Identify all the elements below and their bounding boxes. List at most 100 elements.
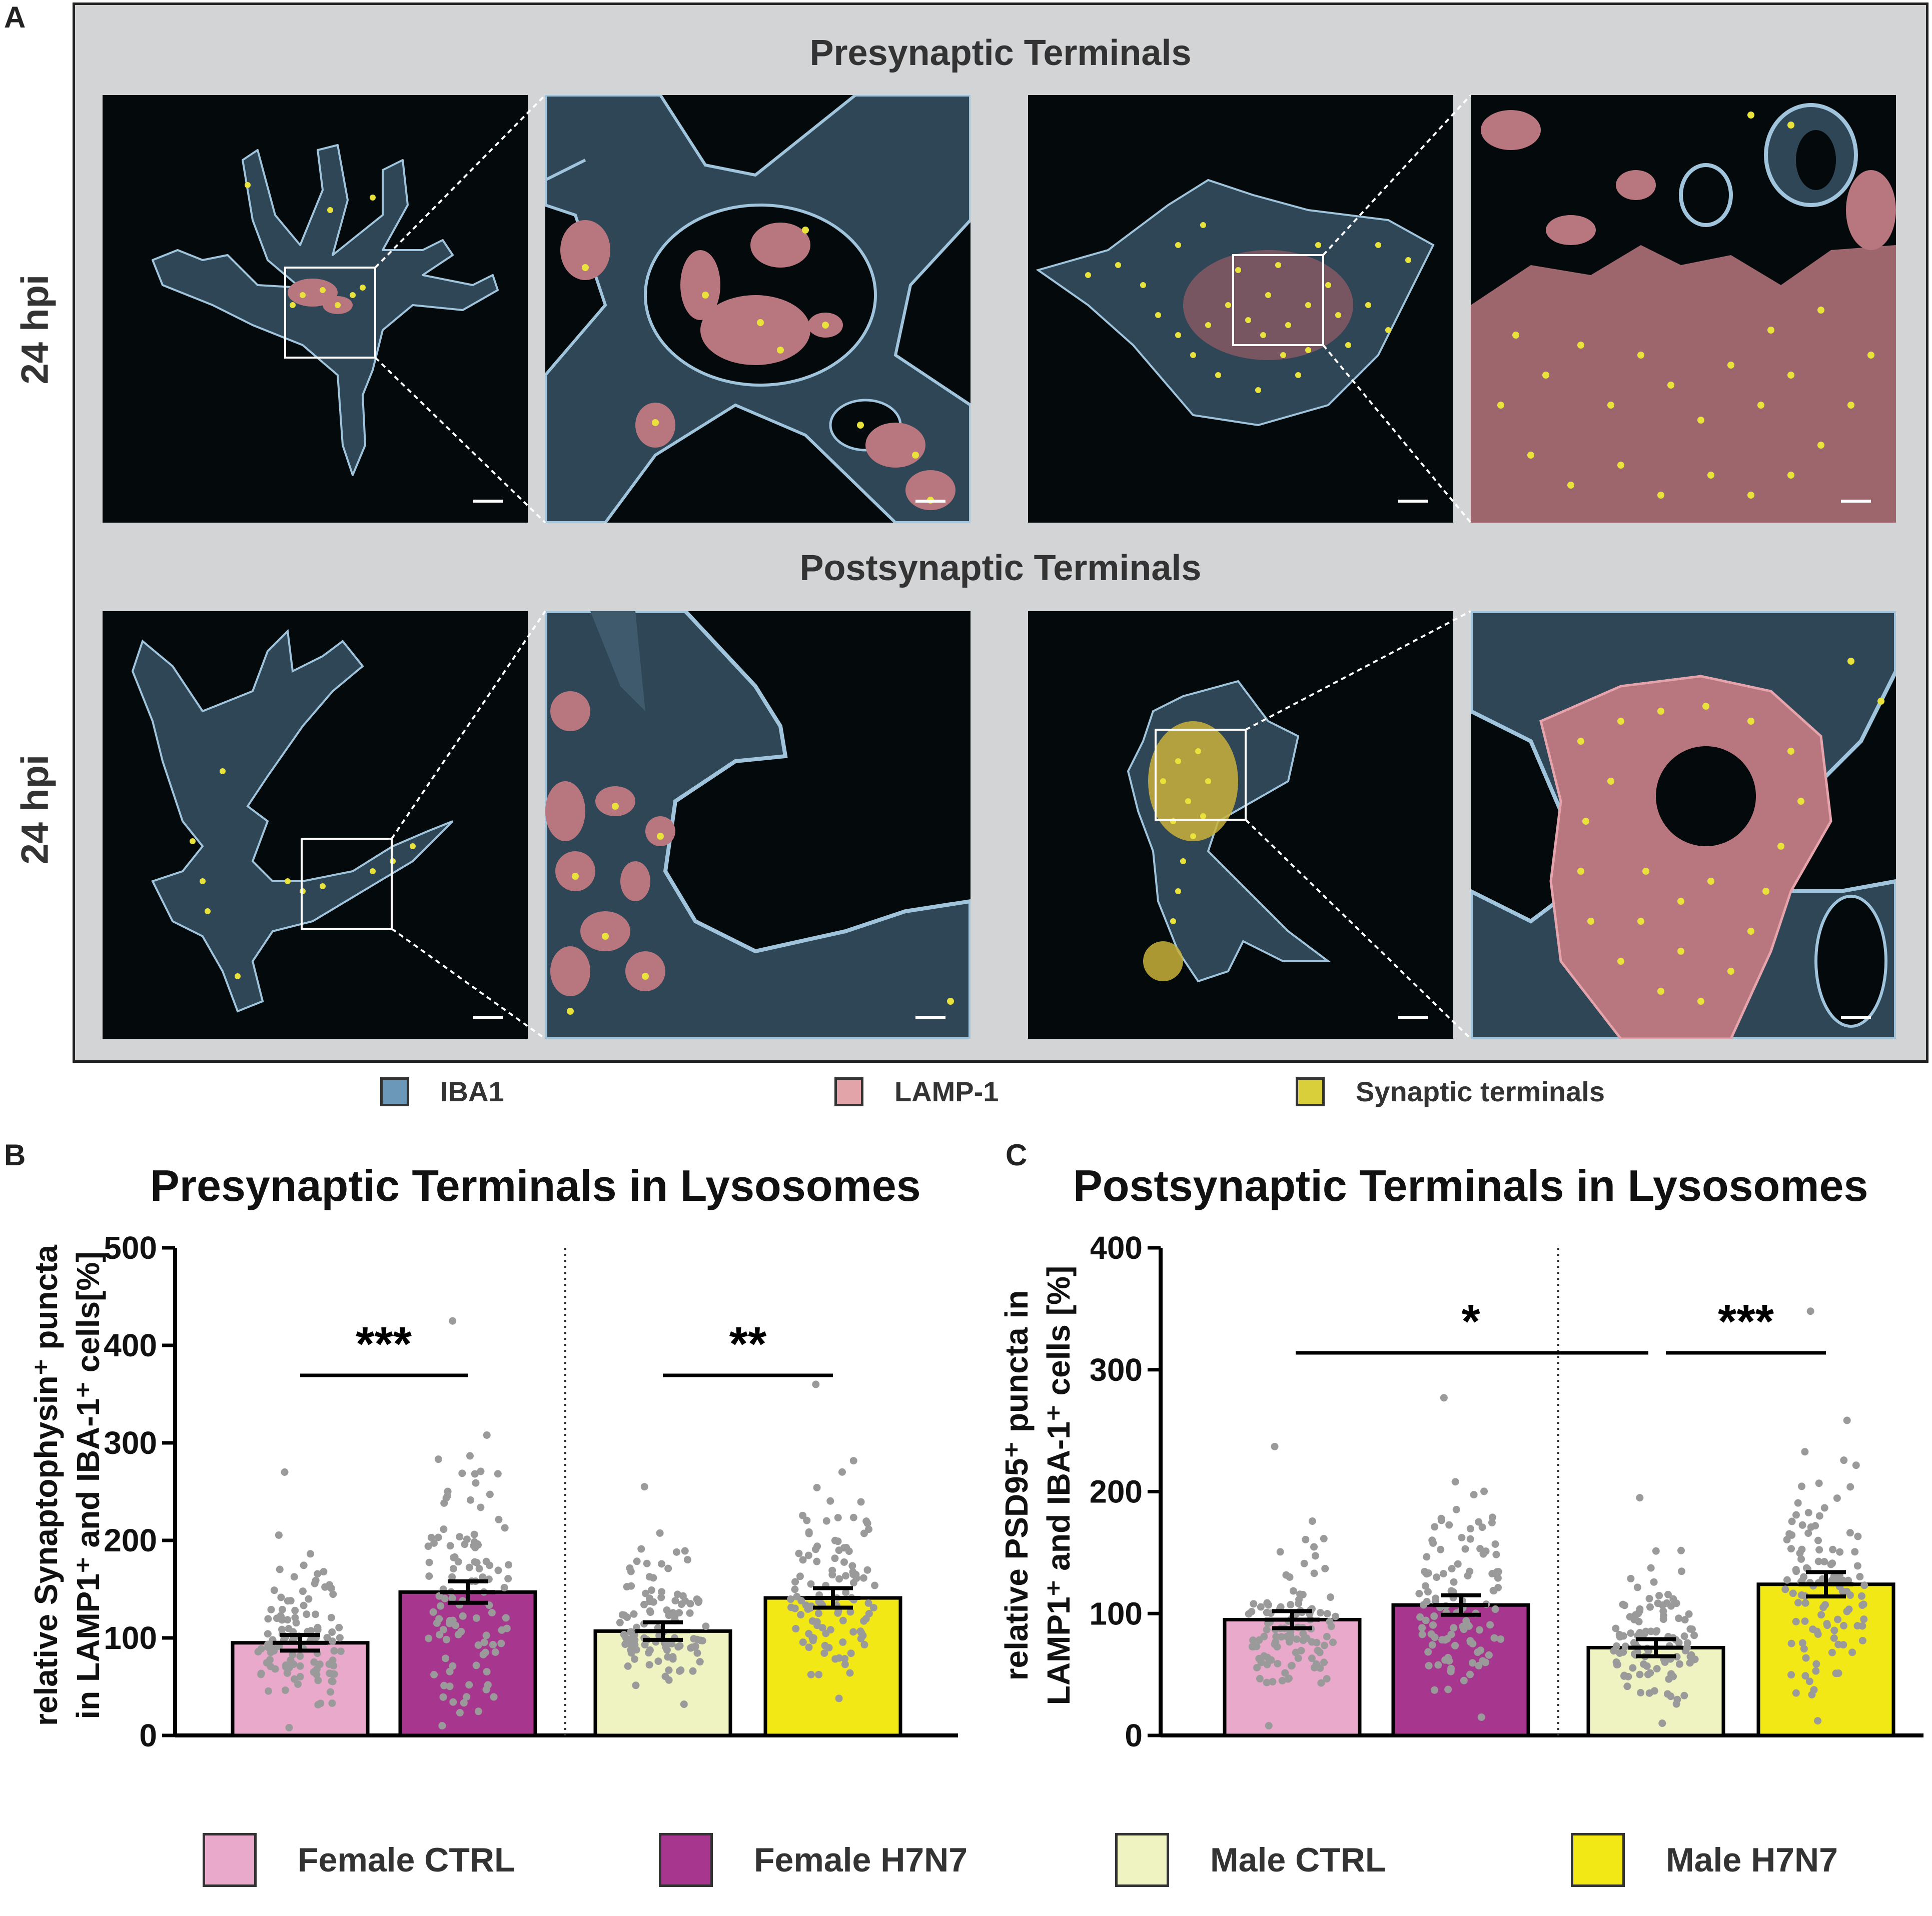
chart-b-point bbox=[658, 1588, 666, 1596]
chart-c-point bbox=[1672, 1700, 1680, 1708]
chart-c-point bbox=[1477, 1713, 1485, 1721]
chart-c-point bbox=[1814, 1536, 1822, 1544]
chart-b-point bbox=[273, 1614, 281, 1622]
chart-b-point bbox=[787, 1595, 795, 1603]
chart-b-point bbox=[623, 1613, 631, 1621]
chart-b-point bbox=[841, 1660, 849, 1668]
chart-b-point bbox=[807, 1580, 815, 1588]
chart-b-point bbox=[809, 1634, 817, 1642]
chart-b-point bbox=[292, 1619, 300, 1627]
panel-a-legend-synaptic: Synaptic terminals bbox=[1296, 1075, 1605, 1108]
chart-b-point bbox=[630, 1610, 638, 1618]
chart-c-point bbox=[1669, 1595, 1677, 1603]
chart-b-point bbox=[483, 1668, 491, 1676]
chart-c-point bbox=[1308, 1638, 1316, 1646]
chart-c-point bbox=[1838, 1587, 1846, 1595]
chart-c-point bbox=[1300, 1559, 1308, 1567]
chart-b-point bbox=[264, 1640, 272, 1648]
chart-c-point bbox=[1447, 1630, 1455, 1638]
iba1-label: IBA1 bbox=[440, 1076, 504, 1107]
chart-b-point bbox=[869, 1604, 877, 1612]
chart-b-point bbox=[640, 1483, 648, 1491]
chart-b-point bbox=[443, 1492, 451, 1500]
image-post-h7n7-overview bbox=[1028, 611, 1453, 1039]
chart-b-point bbox=[673, 1548, 681, 1556]
chart-b-point bbox=[457, 1627, 465, 1635]
chart-c-point bbox=[1488, 1519, 1496, 1527]
chart-b-point bbox=[470, 1530, 478, 1538]
chart-c-point bbox=[1817, 1611, 1825, 1619]
chart-c-point bbox=[1263, 1626, 1271, 1634]
chart-b-point bbox=[632, 1681, 640, 1689]
chart-b-point bbox=[490, 1693, 498, 1701]
chart-b-point bbox=[686, 1600, 694, 1608]
chart-c-point bbox=[1466, 1535, 1474, 1543]
chart-b-point bbox=[328, 1699, 336, 1707]
chart-c-point bbox=[1430, 1612, 1438, 1620]
chart-b-point bbox=[267, 1605, 275, 1613]
chart-c-point bbox=[1783, 1576, 1791, 1584]
female-h7n7-label: Female H7N7 bbox=[754, 1841, 968, 1879]
chart-c-point bbox=[1858, 1636, 1866, 1644]
chart-b-point bbox=[852, 1570, 860, 1578]
chart-c-point bbox=[1621, 1642, 1629, 1650]
chart-b-point bbox=[815, 1670, 823, 1678]
chart-c-point bbox=[1415, 1589, 1423, 1597]
chart-b-point bbox=[671, 1597, 679, 1605]
chart-b-point bbox=[296, 1662, 304, 1670]
chart-c-point bbox=[1447, 1664, 1455, 1672]
chart-c-point bbox=[1297, 1646, 1305, 1654]
chart-b-point bbox=[662, 1643, 670, 1651]
chart-c-point bbox=[1480, 1487, 1488, 1495]
chart-c-point bbox=[1840, 1622, 1848, 1630]
chart-c-point bbox=[1839, 1641, 1847, 1649]
chart-b-point bbox=[466, 1452, 474, 1460]
chart-c-point bbox=[1278, 1677, 1286, 1685]
chart-b-point bbox=[463, 1535, 471, 1543]
chart-c-point bbox=[1787, 1671, 1795, 1679]
chart-b-point bbox=[679, 1592, 687, 1600]
chart-c-point bbox=[1293, 1635, 1301, 1643]
chart-c-point bbox=[1830, 1626, 1838, 1634]
chart-c-point bbox=[1781, 1585, 1789, 1593]
chart-c-point bbox=[1448, 1565, 1456, 1573]
chart-b-point bbox=[839, 1638, 847, 1646]
panel-a-legend-lamp1: LAMP-1 bbox=[834, 1075, 999, 1108]
chart-c-point bbox=[1257, 1603, 1265, 1611]
male-h7n7-label: Male H7N7 bbox=[1666, 1841, 1838, 1879]
chart-c-point bbox=[1858, 1601, 1866, 1609]
chart-b-point bbox=[472, 1479, 480, 1487]
chart-c-point bbox=[1635, 1617, 1643, 1625]
chart-b-point bbox=[275, 1531, 283, 1539]
chart-b-point bbox=[616, 1618, 624, 1626]
chart-c-point bbox=[1497, 1635, 1505, 1643]
chart-c-point bbox=[1320, 1535, 1328, 1543]
chart-b-point bbox=[303, 1610, 311, 1618]
chart-c-point bbox=[1654, 1599, 1662, 1607]
chart-c-point bbox=[1429, 1621, 1437, 1629]
chart-c-point bbox=[1681, 1646, 1689, 1654]
chart-b-point bbox=[799, 1556, 807, 1564]
chart-c-point bbox=[1253, 1663, 1261, 1671]
chart-c-point bbox=[1806, 1307, 1814, 1315]
chart-c-point bbox=[1794, 1499, 1802, 1507]
chart-c-point bbox=[1820, 1558, 1828, 1566]
chart-b-point bbox=[860, 1641, 868, 1649]
chart-c-point bbox=[1494, 1583, 1502, 1591]
chart-c-point bbox=[1690, 1631, 1698, 1639]
chart-c-point bbox=[1274, 1659, 1282, 1667]
chart-c-point bbox=[1846, 1529, 1854, 1537]
chart-c-point bbox=[1308, 1517, 1316, 1525]
chart-b-point bbox=[808, 1617, 816, 1625]
chart-c-point bbox=[1248, 1642, 1256, 1650]
chart-c-point bbox=[1675, 1614, 1683, 1622]
chart-c-point bbox=[1460, 1676, 1468, 1684]
chart-b-point bbox=[446, 1682, 454, 1690]
chart-b-point bbox=[327, 1688, 335, 1696]
female-ctrl-swatch bbox=[203, 1833, 257, 1887]
chart-c-point bbox=[1797, 1591, 1805, 1599]
chart-c-point bbox=[1439, 1570, 1447, 1578]
chart-b-point bbox=[291, 1675, 299, 1683]
chart-b-point bbox=[296, 1673, 304, 1681]
chart-c-point bbox=[1652, 1547, 1660, 1555]
